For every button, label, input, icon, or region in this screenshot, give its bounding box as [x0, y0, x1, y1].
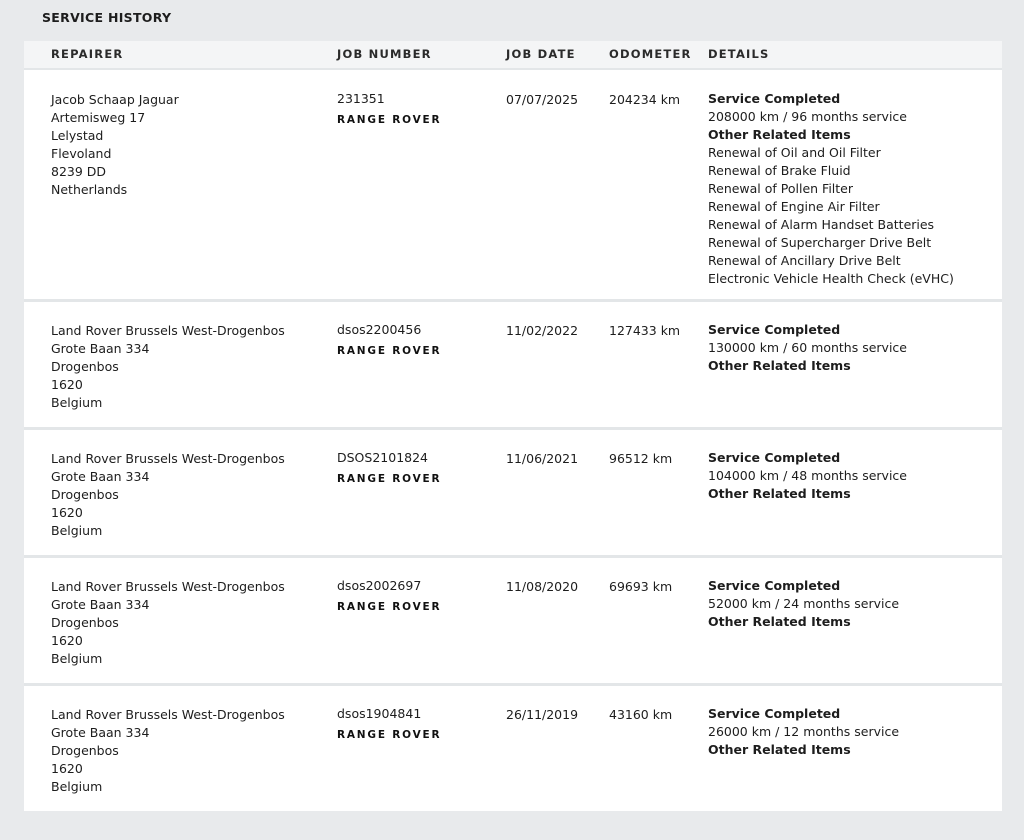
column-header-odometer: ODOMETER: [609, 47, 692, 61]
related-item: Renewal of Pollen Filter: [708, 181, 854, 196]
repairer-address: Jacob Schaap Jaguar Artemisweg 17 Lelyst…: [51, 91, 179, 199]
repairer-line: Drogenbos: [51, 615, 119, 630]
service-description: 104000 km / 48 months service: [708, 468, 907, 483]
service-description: 26000 km / 12 months service: [708, 724, 900, 739]
repairer-line: Drogenbos: [51, 359, 119, 374]
table-header: REPAIRER JOB NUMBER JOB DATE ODOMETER DE…: [24, 41, 1002, 70]
service-status: Service Completed: [708, 578, 841, 593]
repairer-line: Jacob Schaap Jaguar: [51, 92, 179, 107]
job-date: 11/08/2020: [506, 579, 579, 594]
table-row: Land Rover Brussels West-Drogenbos Grote…: [24, 686, 1002, 811]
repairer-line: Belgium: [51, 651, 103, 666]
repairer-line: Grote Baan 334: [51, 469, 150, 484]
repairer-address: Land Rover Brussels West-Drogenbos Grote…: [51, 450, 285, 540]
service-description: 208000 km / 96 months service: [708, 109, 907, 124]
repairer-line: Drogenbos: [51, 743, 119, 758]
range-rover-logo: RANGE ROVER: [337, 601, 442, 613]
related-item: Renewal of Ancillary Drive Belt: [708, 253, 901, 268]
related-item: Renewal of Engine Air Filter: [708, 199, 880, 214]
table-row: Jacob Schaap Jaguar Artemisweg 17 Lelyst…: [24, 70, 1002, 302]
related-items-heading: Other Related Items: [708, 486, 851, 501]
details-cell: Service Completed 26000 km / 12 months s…: [708, 705, 899, 759]
service-status: Service Completed: [708, 706, 841, 721]
odometer-value: 127433 km: [609, 323, 681, 338]
job-date: 07/07/2025: [506, 92, 579, 107]
job-number-cell: 231351 RANGE ROVER: [337, 90, 441, 129]
job-number: dsos2200456: [337, 322, 422, 337]
job-number: DSOS2101824: [337, 450, 429, 465]
service-description: 52000 km / 24 months service: [708, 596, 900, 611]
odometer-value: 43160 km: [609, 707, 673, 722]
repairer-line: 1620: [51, 377, 83, 392]
range-rover-logo: RANGE ROVER: [337, 114, 442, 126]
odometer-value: 96512 km: [609, 451, 673, 466]
page-title: SERVICE HISTORY: [42, 10, 172, 25]
job-number-cell: dsos2200456 RANGE ROVER: [337, 321, 441, 360]
table-row: Land Rover Brussels West-Drogenbos Grote…: [24, 558, 1002, 686]
repairer-line: Land Rover Brussels West-Drogenbos: [51, 323, 285, 338]
details-cell: Service Completed 208000 km / 96 months …: [708, 90, 954, 288]
repairer-address: Land Rover Brussels West-Drogenbos Grote…: [51, 706, 285, 796]
repairer-line: Lelystad: [51, 128, 104, 143]
details-cell: Service Completed 130000 km / 60 months …: [708, 321, 907, 375]
repairer-line: 1620: [51, 505, 83, 520]
service-status: Service Completed: [708, 91, 841, 106]
repairer-address: Land Rover Brussels West-Drogenbos Grote…: [51, 578, 285, 668]
job-number: dsos1904841: [337, 706, 422, 721]
service-history-table: REPAIRER JOB NUMBER JOB DATE ODOMETER DE…: [24, 41, 1002, 811]
odometer-value: 204234 km: [609, 92, 681, 107]
repairer-line: Drogenbos: [51, 487, 119, 502]
job-number-cell: dsos1904841 RANGE ROVER: [337, 705, 441, 744]
repairer-line: Artemisweg 17: [51, 110, 146, 125]
related-item: Electronic Vehicle Health Check (eVHC): [708, 271, 954, 286]
related-item: Renewal of Supercharger Drive Belt: [708, 235, 932, 250]
service-description: 130000 km / 60 months service: [708, 340, 907, 355]
details-cell: Service Completed 52000 km / 24 months s…: [708, 577, 899, 631]
repairer-line: Grote Baan 334: [51, 341, 150, 356]
job-number-cell: dsos2002697 RANGE ROVER: [337, 577, 441, 616]
table-row: Land Rover Brussels West-Drogenbos Grote…: [24, 430, 1002, 558]
range-rover-logo: RANGE ROVER: [337, 345, 442, 357]
repairer-line: Netherlands: [51, 182, 128, 197]
related-items-heading: Other Related Items: [708, 358, 851, 373]
job-date: 11/06/2021: [506, 451, 579, 466]
repairer-line: 1620: [51, 761, 83, 776]
range-rover-logo: RANGE ROVER: [337, 473, 442, 485]
table-row: Land Rover Brussels West-Drogenbos Grote…: [24, 302, 1002, 430]
repairer-line: Belgium: [51, 395, 103, 410]
service-status: Service Completed: [708, 450, 841, 465]
service-status: Service Completed: [708, 322, 841, 337]
related-item: Renewal of Oil and Oil Filter: [708, 145, 881, 160]
job-number: 231351: [337, 91, 385, 106]
job-date: 26/11/2019: [506, 707, 579, 722]
job-number-cell: DSOS2101824 RANGE ROVER: [337, 449, 441, 488]
column-header-job-date: JOB DATE: [506, 47, 576, 61]
related-items-heading: Other Related Items: [708, 742, 851, 757]
column-header-details: DETAILS: [708, 47, 770, 61]
related-items-heading: Other Related Items: [708, 614, 851, 629]
column-header-job-number: JOB NUMBER: [337, 47, 432, 61]
repairer-line: Land Rover Brussels West-Drogenbos: [51, 707, 285, 722]
related-item: Renewal of Alarm Handset Batteries: [708, 217, 935, 232]
repairer-line: Belgium: [51, 779, 103, 794]
range-rover-logo: RANGE ROVER: [337, 729, 442, 741]
repairer-line: Grote Baan 334: [51, 725, 150, 740]
repairer-address: Land Rover Brussels West-Drogenbos Grote…: [51, 322, 285, 412]
repairer-line: Land Rover Brussels West-Drogenbos: [51, 579, 285, 594]
related-items-heading: Other Related Items: [708, 127, 851, 142]
repairer-line: Grote Baan 334: [51, 597, 150, 612]
job-date: 11/02/2022: [506, 323, 579, 338]
job-number: dsos2002697: [337, 578, 422, 593]
repairer-line: Flevoland: [51, 146, 112, 161]
odometer-value: 69693 km: [609, 579, 673, 594]
details-cell: Service Completed 104000 km / 48 months …: [708, 449, 907, 503]
repairer-line: Belgium: [51, 523, 103, 538]
repairer-line: Land Rover Brussels West-Drogenbos: [51, 451, 285, 466]
repairer-line: 8239 DD: [51, 164, 107, 179]
related-item: Renewal of Brake Fluid: [708, 163, 851, 178]
repairer-line: 1620: [51, 633, 83, 648]
column-header-repairer: REPAIRER: [51, 47, 124, 61]
